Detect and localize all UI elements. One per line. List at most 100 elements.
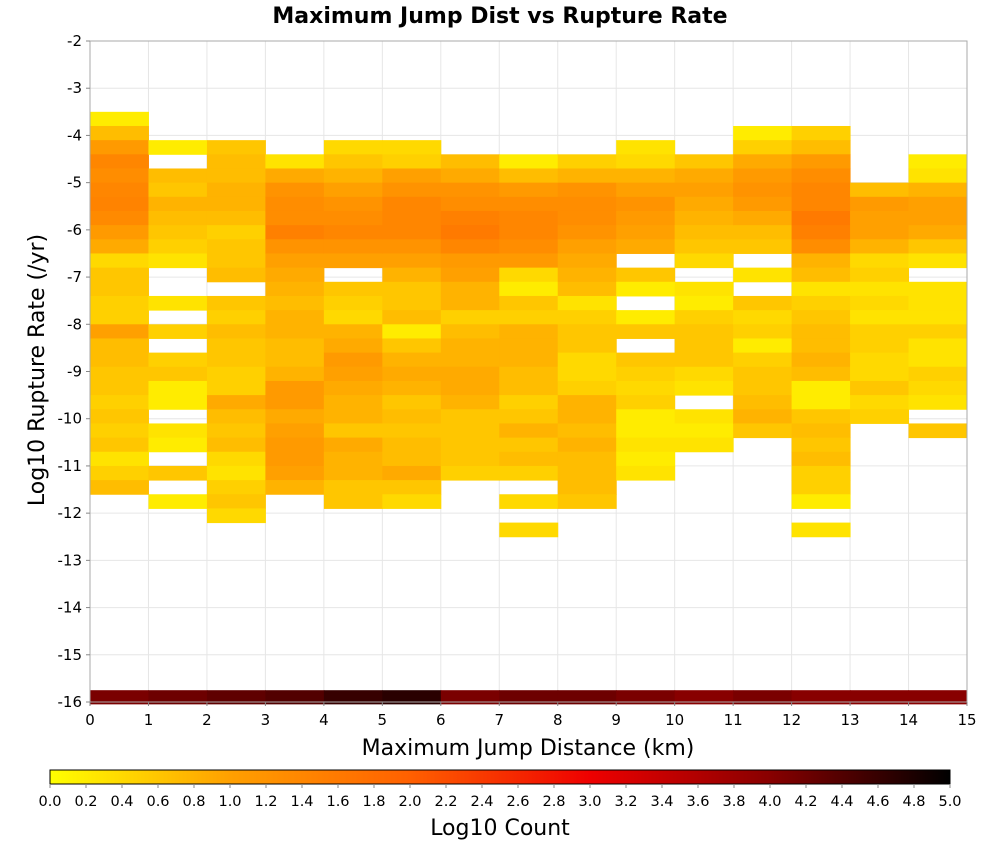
x-tick-label: 6 [436, 711, 446, 729]
heatmap-cell [616, 395, 676, 410]
heatmap-cell [440, 267, 500, 283]
heatmap-cell [733, 409, 793, 424]
heatmap-cell [850, 253, 910, 269]
heatmap-cell [791, 281, 851, 297]
heatmap-cell [557, 267, 617, 283]
heatmap-cell [440, 352, 500, 368]
heatmap-cell [674, 281, 734, 297]
heatmap-cell [90, 125, 149, 141]
heatmap-cell [908, 352, 968, 368]
heatmap-cell [206, 182, 266, 198]
heatmap-cell [206, 154, 266, 169]
heatmap-cell [90, 409, 149, 424]
heatmap-cell [674, 239, 734, 254]
heatmap-cell [382, 310, 442, 325]
heatmap-cells [90, 111, 968, 705]
heatmap-cell [148, 210, 208, 226]
heatmap-cell [206, 494, 266, 509]
heatmap-cell [791, 154, 851, 169]
heatmap-cell [557, 281, 617, 297]
heatmap-cell [733, 295, 793, 311]
heatmap-cell [382, 154, 442, 169]
heatmap-cell [557, 352, 617, 368]
heatmap-cell [206, 210, 266, 226]
y-tick-label: -13 [58, 551, 83, 569]
heatmap-cell [90, 437, 149, 453]
heatmap-cell [499, 522, 559, 538]
heatmap-cell [382, 295, 442, 311]
heatmap-cell [733, 168, 793, 184]
heatmap-cell [90, 210, 149, 226]
heatmap-cell [90, 366, 149, 382]
heatmap-cell [499, 310, 559, 325]
heatmap-cell [499, 182, 559, 198]
heatmap-cell [616, 196, 676, 212]
heatmap-cell [90, 295, 149, 311]
heatmap-cell [323, 437, 383, 453]
heatmap-cell [791, 480, 851, 495]
heatmap-cell [791, 395, 851, 410]
heatmap-cell [908, 210, 968, 226]
y-tick-label: -9 [67, 363, 82, 381]
heatmap-cell [265, 480, 325, 495]
heatmap-cell [791, 465, 851, 481]
heatmap-cell [850, 324, 910, 339]
heatmap-cell [323, 380, 383, 396]
colorbar-tick-label: 2.2 [434, 794, 457, 810]
heatmap-cell [148, 168, 208, 184]
y-tick-label: -10 [58, 410, 83, 428]
heatmap-cell [908, 295, 968, 311]
heatmap-cell [382, 281, 442, 297]
heatmap-cell [440, 366, 500, 382]
heatmap-cell [440, 395, 500, 410]
heatmap-cell [616, 380, 676, 396]
colorbar-tick-label: 3.0 [578, 794, 601, 810]
heatmap-cell [440, 295, 500, 311]
heatmap-cell [148, 140, 208, 155]
heatmap-cell [265, 168, 325, 184]
heatmap-cell [733, 140, 793, 155]
heatmap-cell [148, 295, 208, 311]
y-tick-label: -6 [67, 221, 82, 239]
heatmap-cell [265, 437, 325, 453]
heatmap-cell [674, 168, 734, 184]
heatmap-cell [148, 225, 208, 240]
heatmap-cell [148, 437, 208, 453]
heatmap-cell [616, 451, 676, 467]
heatmap-cell [674, 210, 734, 226]
heatmap-cell [791, 494, 851, 509]
heatmap-cell [499, 437, 559, 453]
colorbar-tick-label: 4.2 [794, 794, 817, 810]
heatmap-cell [499, 352, 559, 368]
heatmap-cell [733, 324, 793, 339]
heatmap-cell [440, 196, 500, 212]
heatmap-cell [616, 168, 676, 184]
heatmap-cell [557, 154, 617, 169]
heatmap-cell [733, 352, 793, 368]
heatmap-cell [674, 154, 734, 169]
heatmap-cell [616, 210, 676, 226]
heatmap-cell [791, 310, 851, 325]
heatmap-cell [382, 182, 442, 198]
heatmap-cell [674, 352, 734, 368]
heatmap-cell [499, 281, 559, 297]
heatmap-cell [206, 480, 266, 495]
heatmap-cell [499, 494, 559, 509]
heatmap-cell [674, 437, 734, 453]
heatmap-cell [148, 182, 208, 198]
heatmap-cell [382, 338, 442, 354]
heatmap-cell [908, 324, 968, 339]
heatmap-cell [382, 395, 442, 410]
heatmap-cell [90, 352, 149, 368]
heatmap-cell [206, 409, 266, 424]
colorbar-tick-label: 3.4 [650, 794, 673, 810]
heatmap-cell [206, 380, 266, 396]
heatmap-cell [265, 423, 325, 439]
heatmap-cell [323, 154, 383, 169]
heatmap-cell [382, 239, 442, 254]
x-tick-label: 10 [665, 711, 684, 729]
heatmap-cell [674, 690, 734, 705]
heatmap-cell [557, 465, 617, 481]
heatmap-cell [265, 295, 325, 311]
